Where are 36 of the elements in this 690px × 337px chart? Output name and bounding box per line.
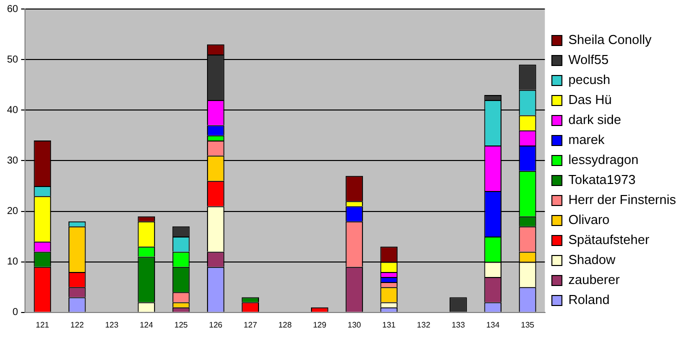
legend-label: lessydragon (568, 152, 638, 168)
y-tick-label: 50 (7, 54, 19, 66)
y-tick-label: 30 (7, 155, 19, 166)
legend-label: zauberer (568, 272, 620, 288)
x-tick-label: 126 (209, 320, 223, 330)
legend-label: pecush (568, 72, 610, 88)
x-tick-label: 131 (382, 320, 396, 330)
legend-label: Sheila Conolly (568, 32, 652, 48)
legend-label: Herr der Finsternis (568, 192, 676, 208)
x-tick-label: 134 (486, 320, 500, 330)
x-tick-label: 123 (105, 320, 119, 330)
legend-label: marek (568, 132, 605, 148)
x-tick-label: 122 (70, 320, 84, 330)
y-tick-label: 60 (7, 4, 19, 15)
legend-label: Roland (568, 292, 610, 308)
legend-label: Wolf55 (568, 52, 609, 68)
x-tick-label: 128 (278, 320, 292, 330)
x-tick-label: 133 (452, 320, 466, 330)
y-tick-label: 20 (7, 206, 19, 218)
x-tick-label: 132 (416, 320, 431, 330)
x-tick-label: 130 (348, 320, 362, 330)
x-tick-label: 129 (312, 320, 327, 330)
x-tick-label: 127 (244, 320, 258, 330)
x-tick-label: 124 (140, 320, 154, 330)
legend-label: Das Hü (568, 92, 612, 108)
y-tick-label: 0 (12, 307, 19, 318)
legend-label: Shadow (568, 252, 616, 268)
legend-label: Spätaufsteher (568, 232, 650, 248)
legend-label: dark side (568, 112, 622, 128)
x-tick-label: 121 (36, 320, 50, 330)
y-tick-label: 10 (7, 256, 19, 268)
x-tick-label: 125 (174, 320, 188, 330)
legend-label: Olivaro (568, 212, 610, 228)
y-tick-label: 40 (7, 104, 19, 116)
x-tick-label: 135 (520, 320, 535, 330)
legend-label: Tokata1973 (568, 172, 636, 188)
